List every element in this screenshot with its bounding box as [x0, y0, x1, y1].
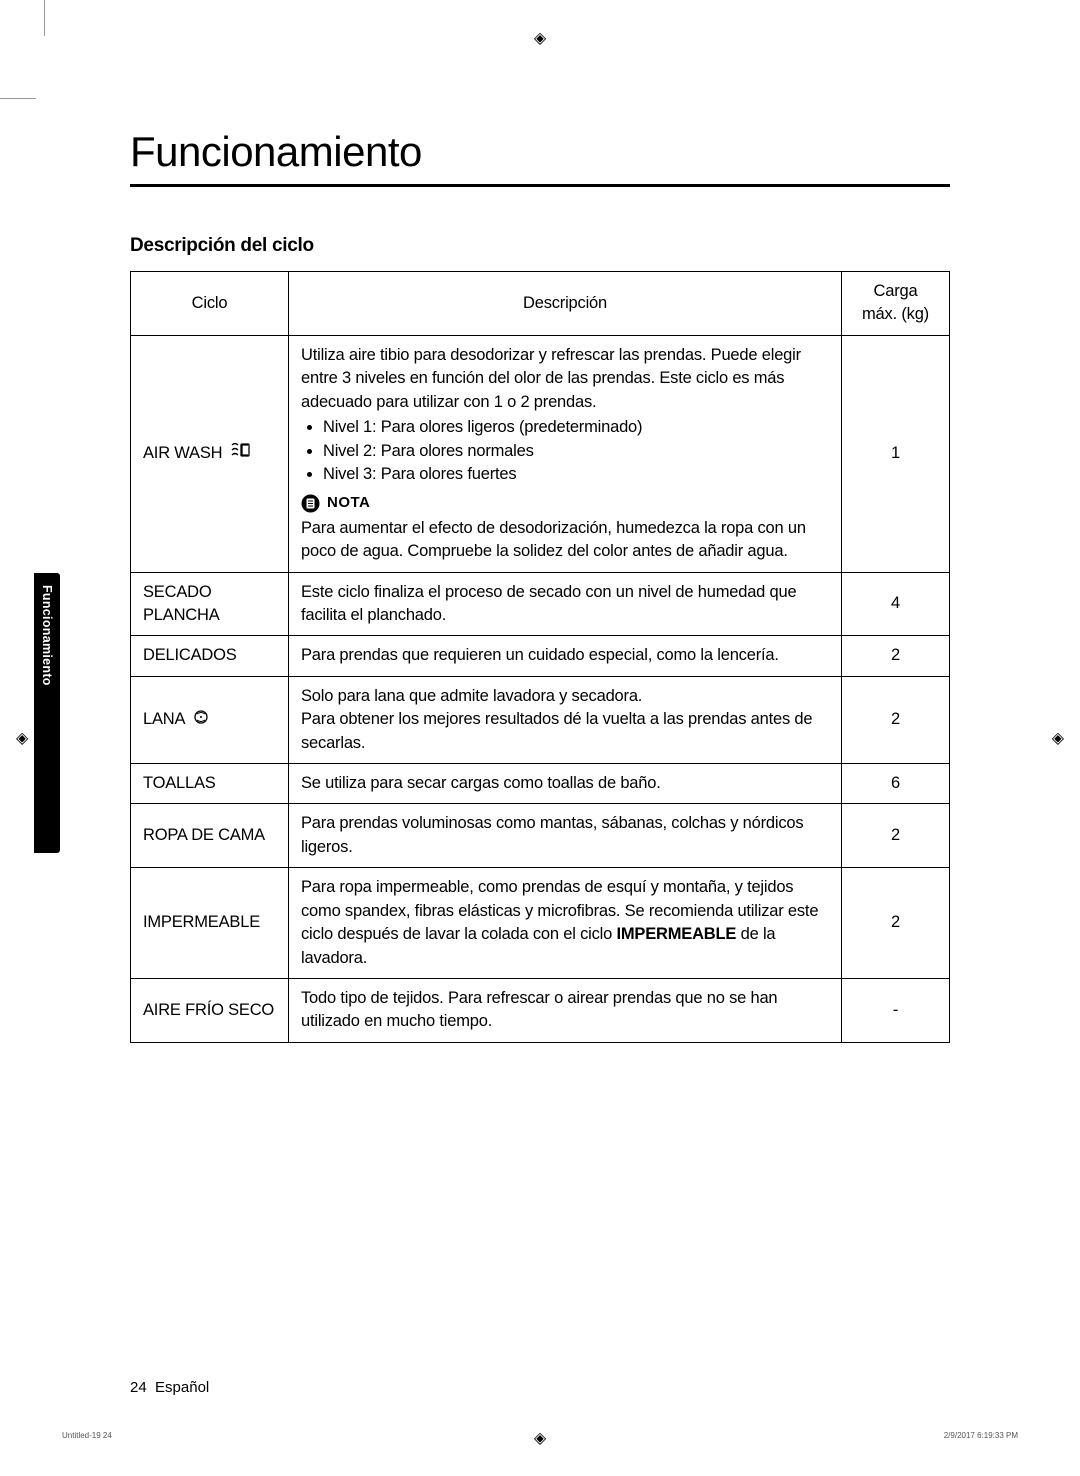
cycle-carga: 2	[842, 636, 950, 676]
cycle-label: LANA	[143, 710, 184, 728]
registration-mark-top: ◈	[534, 28, 546, 48]
cycle-carga: -	[842, 979, 950, 1043]
cycle-carga: 6	[842, 764, 950, 804]
bullet-item: Nivel 3: Para olores fuertes	[323, 463, 829, 486]
crop-mark	[44, 0, 45, 36]
cycle-name: TOALLAS	[131, 764, 289, 804]
cycle-name-lana: LANA	[131, 676, 289, 763]
registration-mark-right: ◈	[1052, 728, 1064, 748]
title-rule	[130, 184, 950, 187]
table-row: ROPA DE CAMA Para prendas voluminosas co…	[131, 804, 950, 868]
cycle-desc: Todo tipo de tejidos. Para refrescar o a…	[289, 979, 842, 1043]
cycle-desc-airwash: Utiliza aire tibio para desodorizar y re…	[289, 335, 842, 572]
registration-mark-left: ◈	[16, 728, 28, 748]
cycle-name: IMPERMEABLE	[131, 868, 289, 979]
page-title: Funcionamiento	[130, 128, 950, 176]
table-row: LANA Solo para lana que admite lavadora …	[131, 676, 950, 763]
cycle-name: SECADO PLANCHA	[131, 572, 289, 636]
cycle-table: Ciclo Descripción Carga máx. (kg) AIR WA…	[130, 271, 950, 1043]
cycle-desc: Para prendas voluminosas como mantas, sá…	[289, 804, 842, 868]
wool-icon	[192, 708, 210, 731]
cycle-carga: 2	[842, 676, 950, 763]
cycle-carga: 2	[842, 804, 950, 868]
header-descripcion: Descripción	[289, 272, 842, 336]
crop-mark	[0, 98, 36, 99]
cycle-desc: Solo para lana que admite lavadora y sec…	[289, 676, 842, 763]
note-icon	[301, 494, 320, 513]
desc-intro: Utiliza aire tibio para desodorizar y re…	[301, 344, 829, 414]
cycle-carga: 2	[842, 868, 950, 979]
desc-bullets: Nivel 1: Para olores ligeros (predetermi…	[301, 416, 829, 486]
table-row: SECADO PLANCHA Este ciclo finaliza el pr…	[131, 572, 950, 636]
cycle-desc: Para prendas que requieren un cuidado es…	[289, 636, 842, 676]
cycle-name: DELICADOS	[131, 636, 289, 676]
section-subtitle: Descripción del ciclo	[130, 235, 950, 257]
header-ciclo: Ciclo	[131, 272, 289, 336]
cycle-desc: Se utiliza para secar cargas como toalla…	[289, 764, 842, 804]
footer-lang: Español	[155, 1379, 209, 1396]
cycle-carga: 1	[842, 335, 950, 572]
cycle-name: AIRE FRÍO SECO	[131, 979, 289, 1043]
airwash-icon	[230, 442, 252, 465]
registration-mark-bottom: ◈	[534, 1428, 546, 1448]
table-row: TOALLAS Se utiliza para secar cargas com…	[131, 764, 950, 804]
page-content: Funcionamiento Descripción del ciclo Cic…	[130, 128, 950, 1043]
print-footer-right: 2/9/2017 6:19:33 PM	[944, 1431, 1018, 1440]
bullet-item: Nivel 2: Para olores normales	[323, 440, 829, 463]
cycle-desc: Este ciclo finaliza el proceso de secado…	[289, 572, 842, 636]
print-footer-left: Untitled-19 24	[62, 1431, 112, 1440]
bullet-item: Nivel 1: Para olores ligeros (predetermi…	[323, 416, 829, 439]
nota-text-body: Para aumentar el efecto de desodorizació…	[301, 517, 829, 564]
cycle-carga: 4	[842, 572, 950, 636]
table-header-row: Ciclo Descripción Carga máx. (kg)	[131, 272, 950, 336]
side-tab: Funcionamiento	[34, 573, 60, 853]
table-row: DELICADOS Para prendas que requieren un …	[131, 636, 950, 676]
cycle-name: ROPA DE CAMA	[131, 804, 289, 868]
table-row: AIRE FRÍO SECO Todo tipo de tejidos. Par…	[131, 979, 950, 1043]
table-row: IMPERMEABLE Para ropa impermeable, como …	[131, 868, 950, 979]
page-number: 24	[130, 1379, 147, 1396]
header-carga: Carga máx. (kg)	[842, 272, 950, 336]
table-row: AIR WASH Utiliza aire tibio para desodor…	[131, 335, 950, 572]
nota-row: NOTA	[301, 492, 829, 513]
page-footer: 24 Español	[130, 1379, 209, 1396]
cycle-name-airwash: AIR WASH	[131, 335, 289, 572]
cycle-label: AIR WASH	[143, 444, 222, 462]
nota-label: NOTA	[327, 492, 370, 513]
cycle-desc-impermeable: Para ropa impermeable, como prendas de e…	[289, 868, 842, 979]
desc-bold: IMPERMEABLE	[616, 925, 736, 943]
